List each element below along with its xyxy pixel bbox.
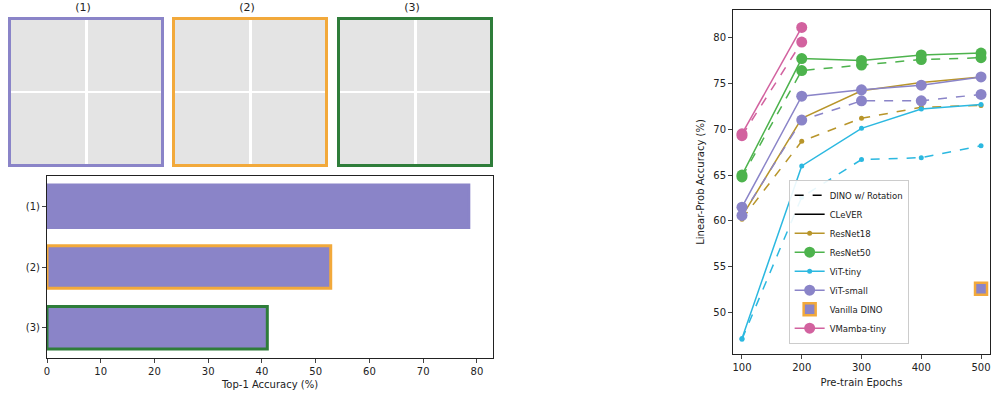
svg-text:0: 0 <box>44 366 50 377</box>
html-text:(2): (2) <box>239 1 255 14</box>
svg-text:VMamba-tiny: VMamba-tiny <box>830 323 886 333</box>
svg-text:200: 200 <box>792 362 811 373</box>
svg-text:80: 80 <box>471 366 484 377</box>
svg-text:20: 20 <box>148 366 161 377</box>
svg-text:60: 60 <box>713 215 726 226</box>
svg-text:(1): (1) <box>26 201 40 212</box>
svg-text:ViT-tiny: ViT-tiny <box>830 266 862 276</box>
svg-text:40: 40 <box>256 366 269 377</box>
svg-text:ResNet50: ResNet50 <box>830 247 871 257</box>
svg-text:50: 50 <box>309 366 322 377</box>
svg-text:80: 80 <box>713 32 726 43</box>
svg-text:Linear-Prob Accuracy (%): Linear-Prob Accuracy (%) <box>695 119 706 245</box>
svg-text:55: 55 <box>713 261 726 272</box>
svg-text:100: 100 <box>732 362 751 373</box>
svg-text:75: 75 <box>713 78 726 89</box>
svg-text:10: 10 <box>94 366 107 377</box>
svg-text:Top-1 Accuracy (%): Top-1 Accuracy (%) <box>221 379 318 390</box>
svg-text:ViT-small: ViT-small <box>830 285 868 295</box>
html-text:(1): (1) <box>75 1 91 14</box>
svg-text:60: 60 <box>363 366 376 377</box>
html-text:(3): (3) <box>404 1 420 14</box>
svg-text:50: 50 <box>713 307 726 318</box>
svg-text:30: 30 <box>202 366 215 377</box>
svg-text:Pre-train Epochs: Pre-train Epochs <box>821 377 903 388</box>
svg-text:(3): (3) <box>26 322 40 333</box>
svg-text:(2): (2) <box>26 262 40 273</box>
svg-text:CLeVER: CLeVER <box>830 209 863 219</box>
svg-text:300: 300 <box>852 362 871 373</box>
svg-text:Vanilla DINO: Vanilla DINO <box>830 304 883 314</box>
svg-text:65: 65 <box>713 170 726 181</box>
svg-text:DINO w/ Rotation: DINO w/ Rotation <box>830 190 903 200</box>
svg-text:70: 70 <box>417 366 430 377</box>
svg-text:ResNet18: ResNet18 <box>830 228 871 238</box>
svg-text:70: 70 <box>713 124 726 135</box>
svg-text:500: 500 <box>971 362 990 373</box>
svg-text:400: 400 <box>912 362 931 373</box>
